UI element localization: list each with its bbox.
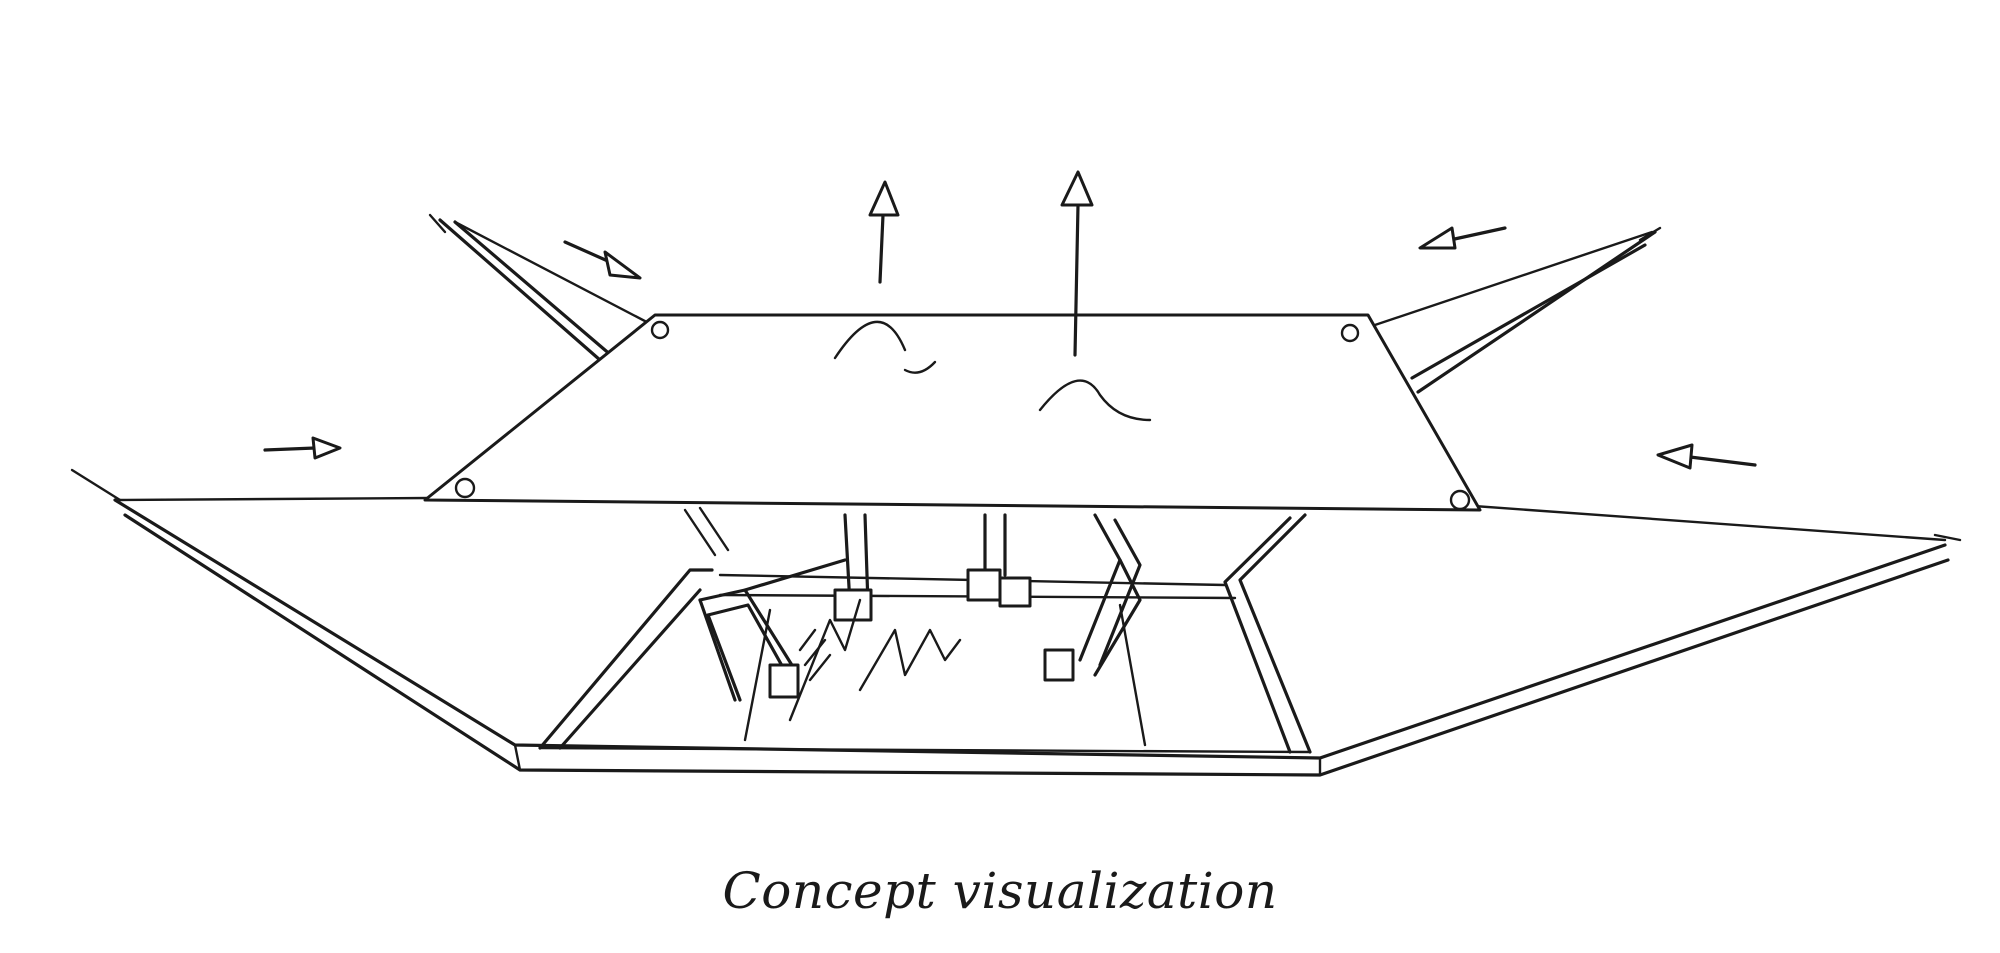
robot-arms bbox=[698, 513, 1142, 722]
force-arrows bbox=[263, 170, 1757, 470]
arrow-left-icon bbox=[1418, 226, 1507, 250]
inner-supports bbox=[538, 506, 1312, 754]
tension-straps bbox=[70, 213, 1962, 542]
arrow-up-icon bbox=[868, 180, 900, 284]
canopy-membrane bbox=[423, 313, 1482, 512]
arrow-right-icon bbox=[263, 436, 342, 460]
concept-sketch bbox=[70, 170, 1962, 777]
arrow-up-icon bbox=[1060, 170, 1094, 357]
arrow-right-icon bbox=[563, 240, 642, 280]
base-frame bbox=[113, 498, 1950, 777]
arrow-left-icon bbox=[1656, 443, 1757, 470]
figure-caption: Concept visualization bbox=[722, 862, 1278, 920]
